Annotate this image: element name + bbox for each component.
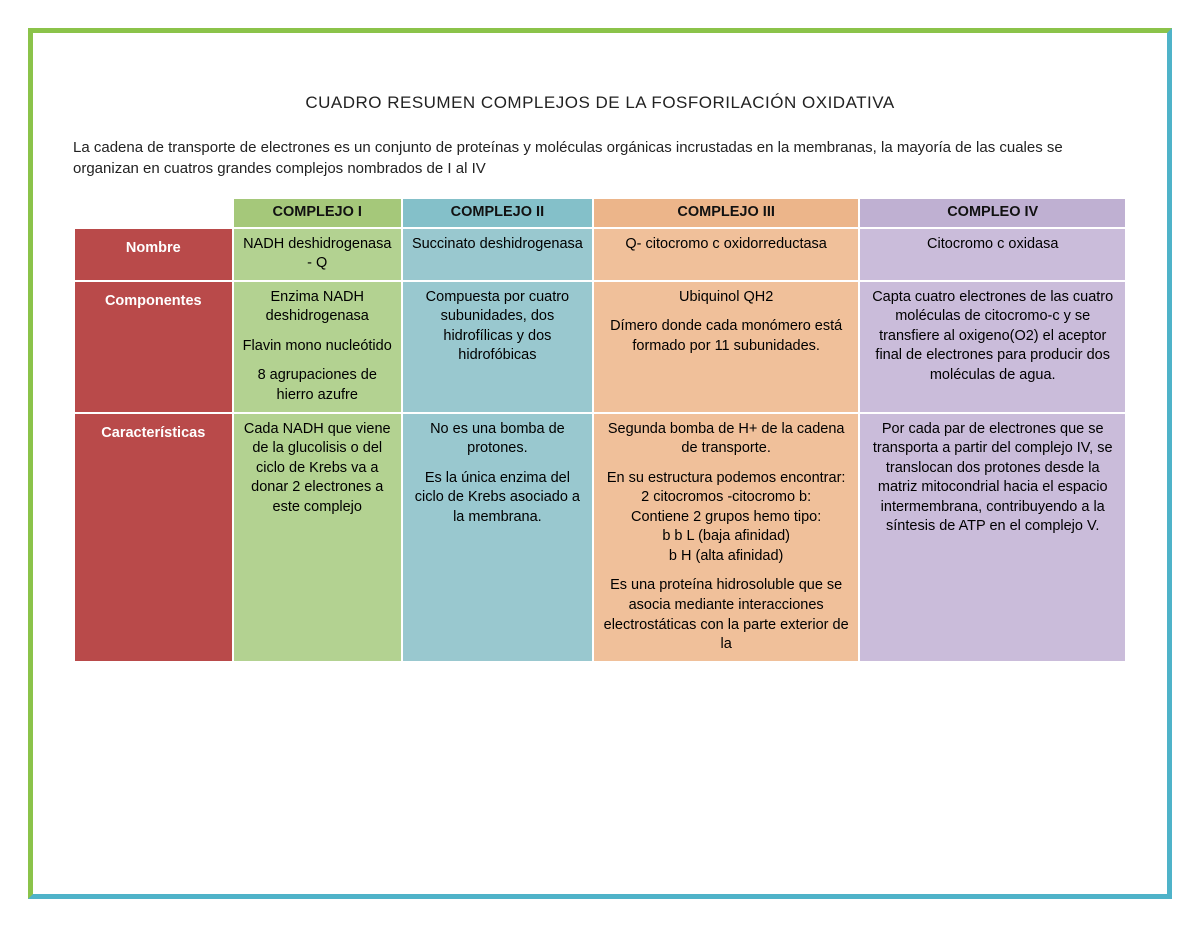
cell-text: Compuesta por cuatro subunidades, dos hi… (411, 288, 584, 366)
cell-caracteristicas-c4: Por cada par de electrones que se transp… (860, 414, 1125, 661)
summary-table: COMPLEJO I COMPLEJO II COMPLEJO III COMP… (73, 197, 1127, 663)
cell-nombre-c2: Succinato deshidrogenasa (403, 229, 592, 280)
row-header-componentes: Componentes (75, 282, 232, 412)
cell-text: Por cada par de electrones que se transp… (868, 420, 1117, 537)
cell-text: 8 agrupaciones de hierro azufre (242, 366, 393, 405)
cell-caracteristicas-c1: Cada NADH que viene de la glucolisis o d… (234, 414, 401, 661)
cell-text: En su estructura podemos encontrar: 2 ci… (602, 469, 851, 567)
cell-componentes-c1: Enzima NADH deshidrogenasa Flavin mono n… (234, 282, 401, 412)
cell-text: Enzima NADH deshidrogenasa (242, 288, 393, 327)
cell-componentes-c2: Compuesta por cuatro subunidades, dos hi… (403, 282, 592, 412)
row-header-caracteristicas: Características (75, 414, 232, 661)
cell-text: Es la única enzima del ciclo de Krebs as… (411, 469, 584, 528)
col-header-complejo-3: COMPLEJO III (594, 199, 859, 227)
col-header-complejo-2: COMPLEJO II (403, 199, 592, 227)
cell-componentes-c4: Capta cuatro electrones de las cuatro mo… (860, 282, 1125, 412)
cell-text: Flavin mono nucleótido (242, 337, 393, 357)
cell-text: Cada NADH que viene de la glucolisis o d… (242, 420, 393, 518)
cell-caracteristicas-c3: Segunda bomba de H+ de la cadena de tran… (594, 414, 859, 661)
cell-nombre-c4: Citocromo c oxidasa (860, 229, 1125, 280)
intro-paragraph: La cadena de transporte de electrones es… (73, 137, 1127, 179)
table-row-nombre: Nombre NADH deshidrogenasa - Q Succinato… (75, 229, 1125, 280)
col-header-complejo-1: COMPLEJO I (234, 199, 401, 227)
cell-text: Segunda bomba de H+ de la cadena de tran… (602, 420, 851, 459)
cell-text: Ubiquinol QH2 (602, 288, 851, 308)
cell-text: Es una proteína hidrosoluble que se asoc… (602, 576, 851, 654)
table-header-row: COMPLEJO I COMPLEJO II COMPLEJO III COMP… (75, 199, 1125, 227)
page-title: CUADRO RESUMEN COMPLEJOS DE LA FOSFORILA… (73, 93, 1127, 113)
row-header-nombre: Nombre (75, 229, 232, 280)
cell-text: Dímero donde cada monómero está formado … (602, 317, 851, 356)
table-row-componentes: Componentes Enzima NADH deshidrogenasa F… (75, 282, 1125, 412)
cell-nombre-c3: Q- citocromo c oxidorreductasa (594, 229, 859, 280)
col-header-complejo-4: COMPLEO IV (860, 199, 1125, 227)
table-row-caracteristicas: Características Cada NADH que viene de l… (75, 414, 1125, 661)
cell-text: Capta cuatro electrones de las cuatro mo… (868, 288, 1117, 386)
cell-componentes-c3: Ubiquinol QH2 Dímero donde cada monómero… (594, 282, 859, 412)
corner-cell (75, 199, 232, 227)
cell-text: No es una bomba de protones. (411, 420, 584, 459)
cell-nombre-c1: NADH deshidrogenasa - Q (234, 229, 401, 280)
cell-caracteristicas-c2: No es una bomba de protones. Es la única… (403, 414, 592, 661)
table-container: COMPLEJO I COMPLEJO II COMPLEJO III COMP… (73, 197, 1127, 663)
document-frame: CUADRO RESUMEN COMPLEJOS DE LA FOSFORILA… (28, 28, 1172, 899)
